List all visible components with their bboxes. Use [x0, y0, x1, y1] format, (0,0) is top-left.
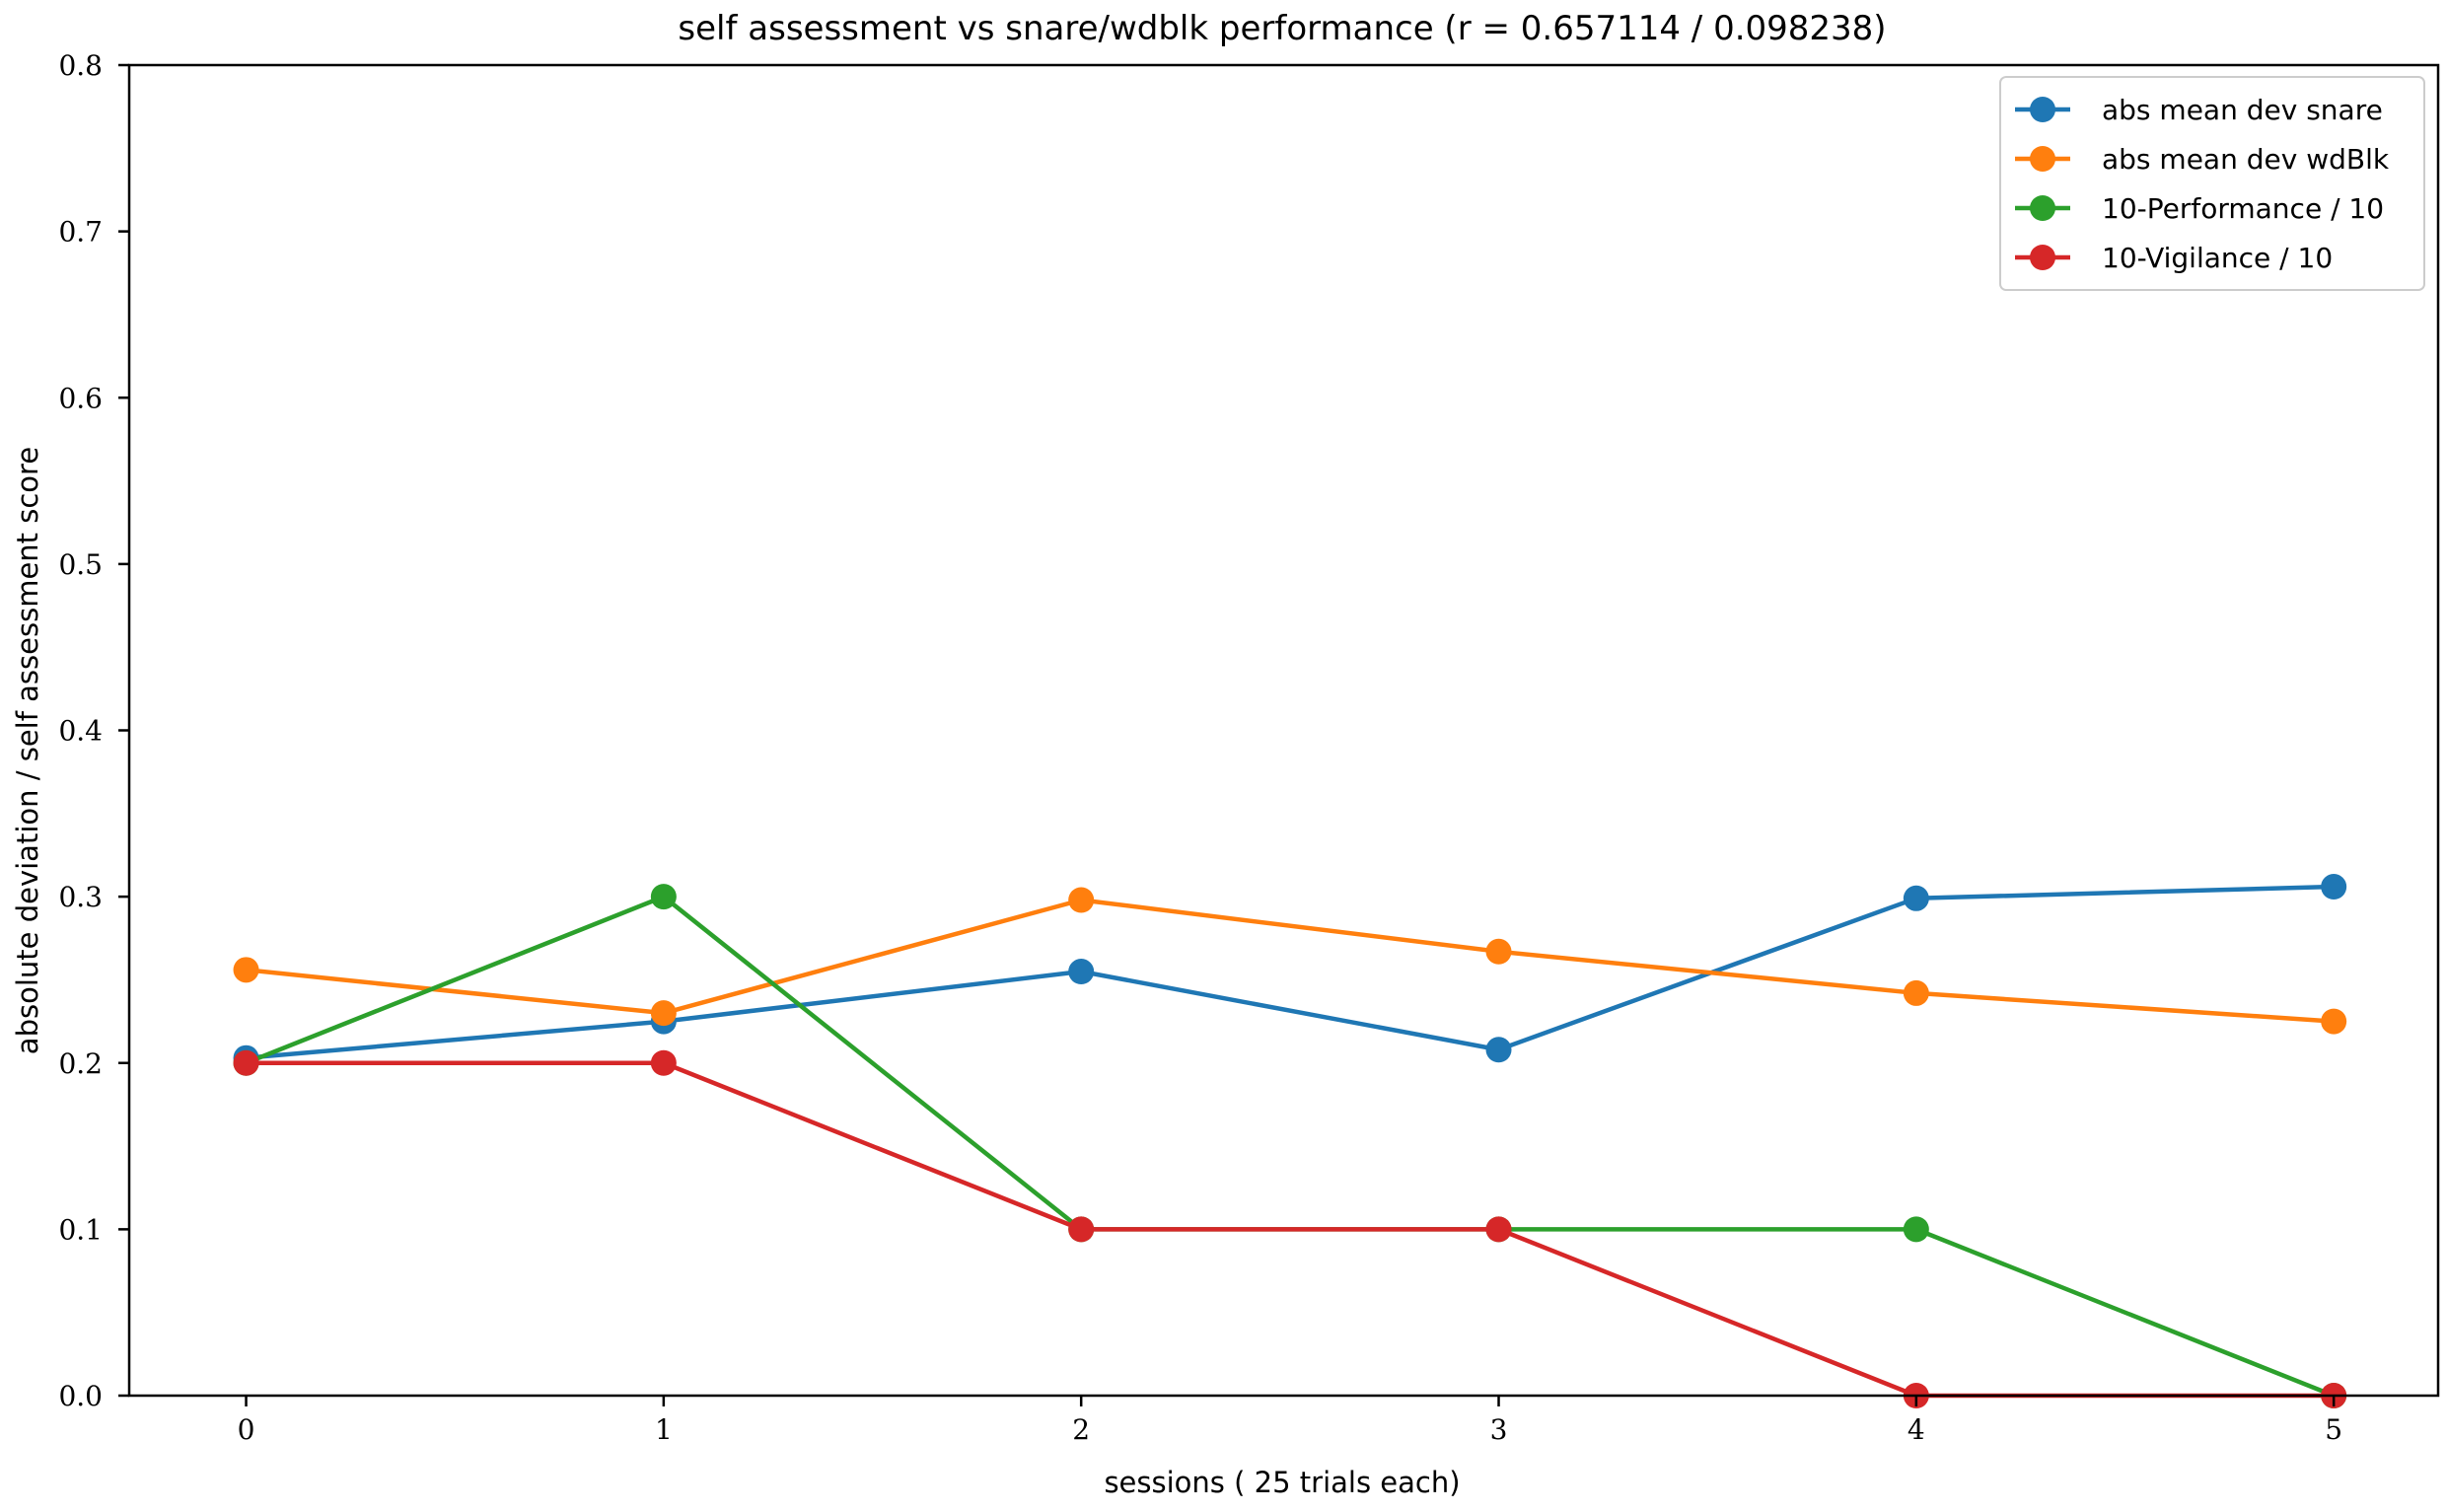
- data-point: [650, 1049, 677, 1076]
- data-point: [2321, 874, 2347, 900]
- legend-box: [1999, 76, 2425, 291]
- data-point: [1068, 887, 1095, 913]
- legend-label: 10-Vigilance / 10: [2102, 242, 2333, 274]
- series-2: [233, 887, 2347, 1035]
- data-point: [1903, 1216, 1929, 1243]
- series-4: [233, 1049, 2347, 1408]
- y-tick-label: 0.3: [58, 881, 103, 913]
- series-line: [246, 1060, 2335, 1399]
- y-tick-label: 0.8: [58, 49, 103, 82]
- series-line: [245, 894, 2336, 1399]
- data-point: [1068, 1216, 1095, 1243]
- legend-marker: [2030, 146, 2055, 172]
- series-line: [246, 884, 2335, 1060]
- data-point: [650, 884, 677, 910]
- legend-entry: 10-Vigilance / 10: [2015, 242, 2333, 274]
- x-tick-label: 4: [1907, 1413, 1925, 1446]
- legend-marker: [2030, 97, 2055, 122]
- series-3: [233, 884, 2347, 1408]
- y-tick-label: 0.4: [58, 715, 103, 748]
- data-point: [650, 1000, 677, 1027]
- y-tick-label: 0.1: [58, 1213, 103, 1246]
- data-point: [1903, 979, 1929, 1006]
- legend-marker: [2030, 245, 2055, 270]
- y-tick-label: 0.7: [58, 216, 103, 249]
- legend-entry: abs mean dev snare: [2015, 94, 2383, 126]
- x-axis-label: sessions ( 25 trials each): [1104, 1466, 1460, 1499]
- chart-title: self assessment vs snare/wdblk performan…: [678, 9, 1886, 48]
- legend-entry: abs mean dev wdBlk: [2015, 143, 2390, 176]
- legend-entry: 10-Performance / 10: [2015, 192, 2384, 225]
- x-tick-label: 2: [1072, 1413, 1090, 1446]
- data-point: [1485, 1216, 1512, 1243]
- y-axis-label: absolute deviation / self assessment sco…: [11, 447, 44, 1054]
- legend-label: abs mean dev wdBlk: [2102, 143, 2390, 176]
- data-point: [1903, 885, 1929, 911]
- y-tick-label: 0.0: [58, 1380, 103, 1412]
- x-tick-label: 1: [655, 1413, 673, 1446]
- x-tick-label: 5: [2325, 1413, 2342, 1446]
- series-1: [233, 874, 2347, 1071]
- series-line: [246, 898, 2335, 1024]
- y-tick-label: 0.6: [58, 382, 103, 414]
- legend-label: abs mean dev snare: [2102, 94, 2383, 126]
- data-point: [1068, 959, 1095, 985]
- legend-label: 10-Performance / 10: [2102, 192, 2384, 225]
- legend: abs mean dev snare abs mean dev wdBlk 10-P…: [1999, 76, 2425, 291]
- data-point: [2321, 1008, 2347, 1035]
- data-point: [233, 957, 259, 983]
- y-tick-label: 0.2: [58, 1047, 103, 1080]
- x-tick-label: 0: [238, 1413, 255, 1446]
- axes-layer: 0 1 2 3 4 5 0.0 0.1 0.2 0.3 0.4 0.5 0.6 0.7 0.8: [58, 49, 2342, 1446]
- legend-marker: [2030, 195, 2055, 221]
- data-point: [1485, 1037, 1512, 1063]
- data-point: [1485, 938, 1512, 965]
- series-layer: [233, 874, 2347, 1408]
- x-tick-label: 3: [1490, 1413, 1508, 1446]
- y-tick-label: 0.5: [58, 548, 103, 581]
- data-point: [233, 1049, 259, 1076]
